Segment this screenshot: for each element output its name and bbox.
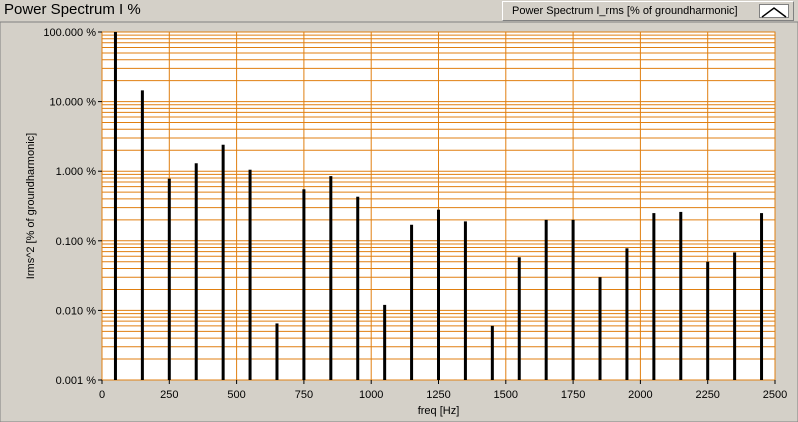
y-tick-label: 0.010 % (56, 305, 97, 317)
y-tick-label: 1.000 % (56, 166, 97, 178)
spectrum-bar (571, 219, 575, 380)
x-tick-label: 2500 (763, 389, 787, 401)
spectrum-bar (490, 325, 494, 380)
legend-label: Power Spectrum I_rms [% of groundharmoni… (512, 5, 738, 17)
legend-swatch (759, 4, 789, 18)
x-tick-label: 2000 (628, 389, 652, 401)
spectrum-bar (760, 213, 764, 380)
y-tick-label: 10.000 % (50, 97, 97, 109)
spectrum-bar (733, 252, 737, 380)
x-tick-label: 250 (160, 389, 178, 401)
x-tick-label: 1250 (426, 389, 450, 401)
spectrum-bar (625, 248, 629, 380)
x-tick-label: 1500 (494, 389, 518, 401)
spectrum-bar (544, 219, 548, 380)
y-tick-label: 0.001 % (56, 375, 97, 387)
spectrum-bar (463, 221, 467, 380)
spectrum-bar (140, 90, 144, 381)
spectrum-bar (329, 176, 333, 380)
spectrum-bar (410, 224, 414, 380)
spectrum-bar (113, 32, 117, 380)
chart-title: Power Spectrum I % (4, 1, 141, 18)
spectrum-bar (302, 189, 306, 380)
x-tick-label: 750 (295, 389, 313, 401)
series-bars (113, 32, 764, 381)
peak-line-icon (761, 7, 787, 18)
x-tick-labels: 0 250 500 750 1000 1250 1500 1750 2000 2250 2500 (99, 380, 787, 401)
x-tick-label: 500 (227, 389, 245, 401)
spectrum-bar (517, 257, 521, 380)
spectrum-bar (248, 169, 252, 380)
spectrum-bar (383, 304, 387, 380)
x-tick-label: 0 (99, 389, 105, 401)
x-tick-label: 1750 (561, 389, 585, 401)
spectrum-bar (679, 211, 683, 380)
spectrum-bar (194, 163, 198, 380)
y-axis-label: Irms^2 [% of groundharmonic] (25, 133, 37, 279)
y-tick-labels: 0.001 % 0.010 % 0.100 % 1.000 % 10.000 % 100.… (43, 27, 102, 387)
spectrum-bar (437, 209, 440, 380)
spectrum-bar (167, 178, 171, 380)
spectrum-bar (652, 213, 656, 380)
spectrum-bar (598, 277, 602, 380)
x-tick-label: 2250 (695, 389, 719, 401)
y-tick-label: 100.000 % (43, 27, 96, 39)
legend[interactable]: Power Spectrum I_rms [% of groundharmoni… (502, 1, 794, 21)
x-tick-label: 1000 (359, 389, 383, 401)
spectrum-bar (275, 323, 279, 380)
x-axis-label: freq [Hz] (418, 405, 460, 417)
y-tick-label: 0.100 % (56, 236, 97, 248)
spectrum-bar (221, 144, 225, 380)
chart-frame (0, 21, 798, 422)
spectrum-bar (356, 196, 360, 380)
spectrum-bar (706, 261, 710, 380)
